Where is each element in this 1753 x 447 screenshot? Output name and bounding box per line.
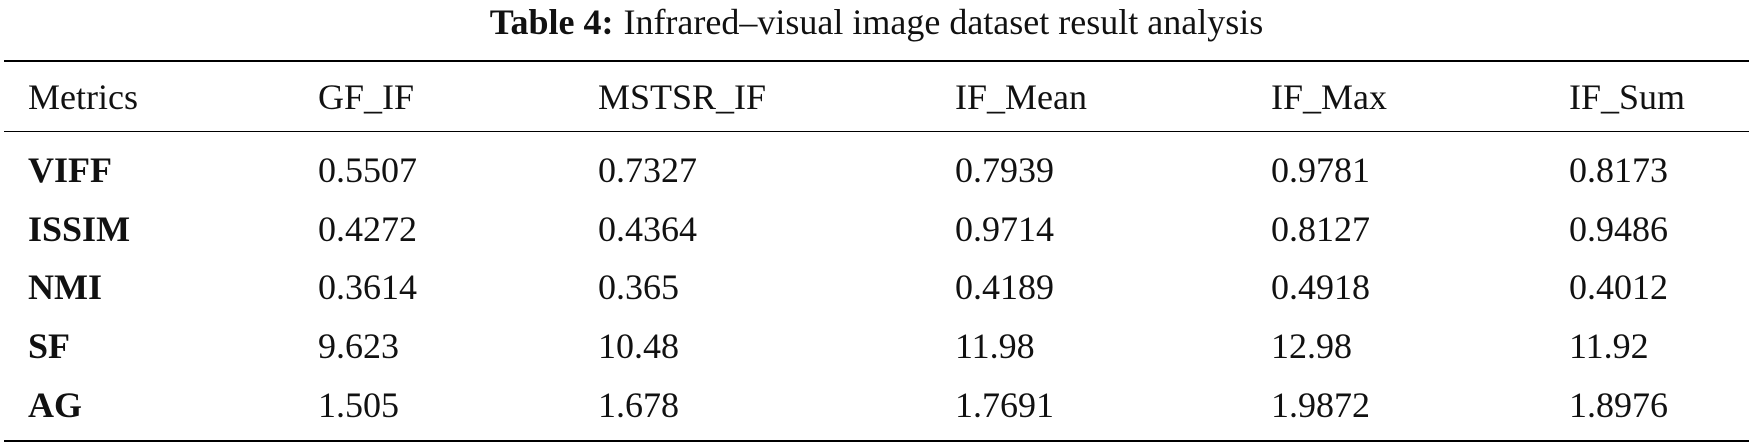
row-label: ISSIM <box>28 209 131 249</box>
value-cell: 0.3614 <box>318 267 417 307</box>
header-cell: IF_Sum <box>1569 77 1686 117</box>
header-cell: IF_Mean <box>955 77 1087 117</box>
header-cell: MSTSR_IF <box>598 77 767 117</box>
header-rule <box>4 131 1749 132</box>
value-cell: 1.7691 <box>955 385 1054 425</box>
bottom-rule <box>4 440 1749 442</box>
value-cell: 1.505 <box>318 385 399 425</box>
value-cell: 12.98 <box>1271 326 1352 366</box>
value-cell: 0.365 <box>598 267 679 307</box>
value-cell: 1.9872 <box>1271 385 1370 425</box>
row-label: SF <box>28 326 71 366</box>
row-label: VIFF <box>28 150 112 190</box>
value-cell: 0.4364 <box>598 209 697 249</box>
value-cell: 9.623 <box>318 326 399 366</box>
value-cell: 0.8173 <box>1569 150 1668 190</box>
table-caption: Table 4: Infrared–visual image dataset re… <box>0 2 1753 42</box>
value-cell: 0.4918 <box>1271 267 1370 307</box>
value-cell: 1.8976 <box>1569 385 1668 425</box>
value-cell: 0.9781 <box>1271 150 1370 190</box>
value-cell: 11.98 <box>955 326 1035 366</box>
top-rule <box>4 60 1749 62</box>
value-cell: 1.678 <box>598 385 679 425</box>
caption-text: Infrared–visual image dataset result ana… <box>623 2 1264 42</box>
value-cell: 0.8127 <box>1271 209 1370 249</box>
row-label: AG <box>28 385 82 425</box>
value-cell: 0.5507 <box>318 150 417 190</box>
header-cell: Metrics <box>28 77 138 117</box>
value-cell: 0.4189 <box>955 267 1054 307</box>
header-cell: IF_Max <box>1271 77 1387 117</box>
caption-label: Table 4: <box>489 2 614 42</box>
value-cell: 11.92 <box>1569 326 1649 366</box>
value-cell: 0.9714 <box>955 209 1054 249</box>
value-cell: 0.9486 <box>1569 209 1668 249</box>
value-cell: 0.4272 <box>318 209 417 249</box>
value-cell: 0.7939 <box>955 150 1054 190</box>
header-cell: GF_IF <box>318 77 415 117</box>
value-cell: 0.4012 <box>1569 267 1668 307</box>
value-cell: 0.7327 <box>598 150 697 190</box>
row-label: NMI <box>28 267 102 307</box>
value-cell: 10.48 <box>598 326 679 366</box>
